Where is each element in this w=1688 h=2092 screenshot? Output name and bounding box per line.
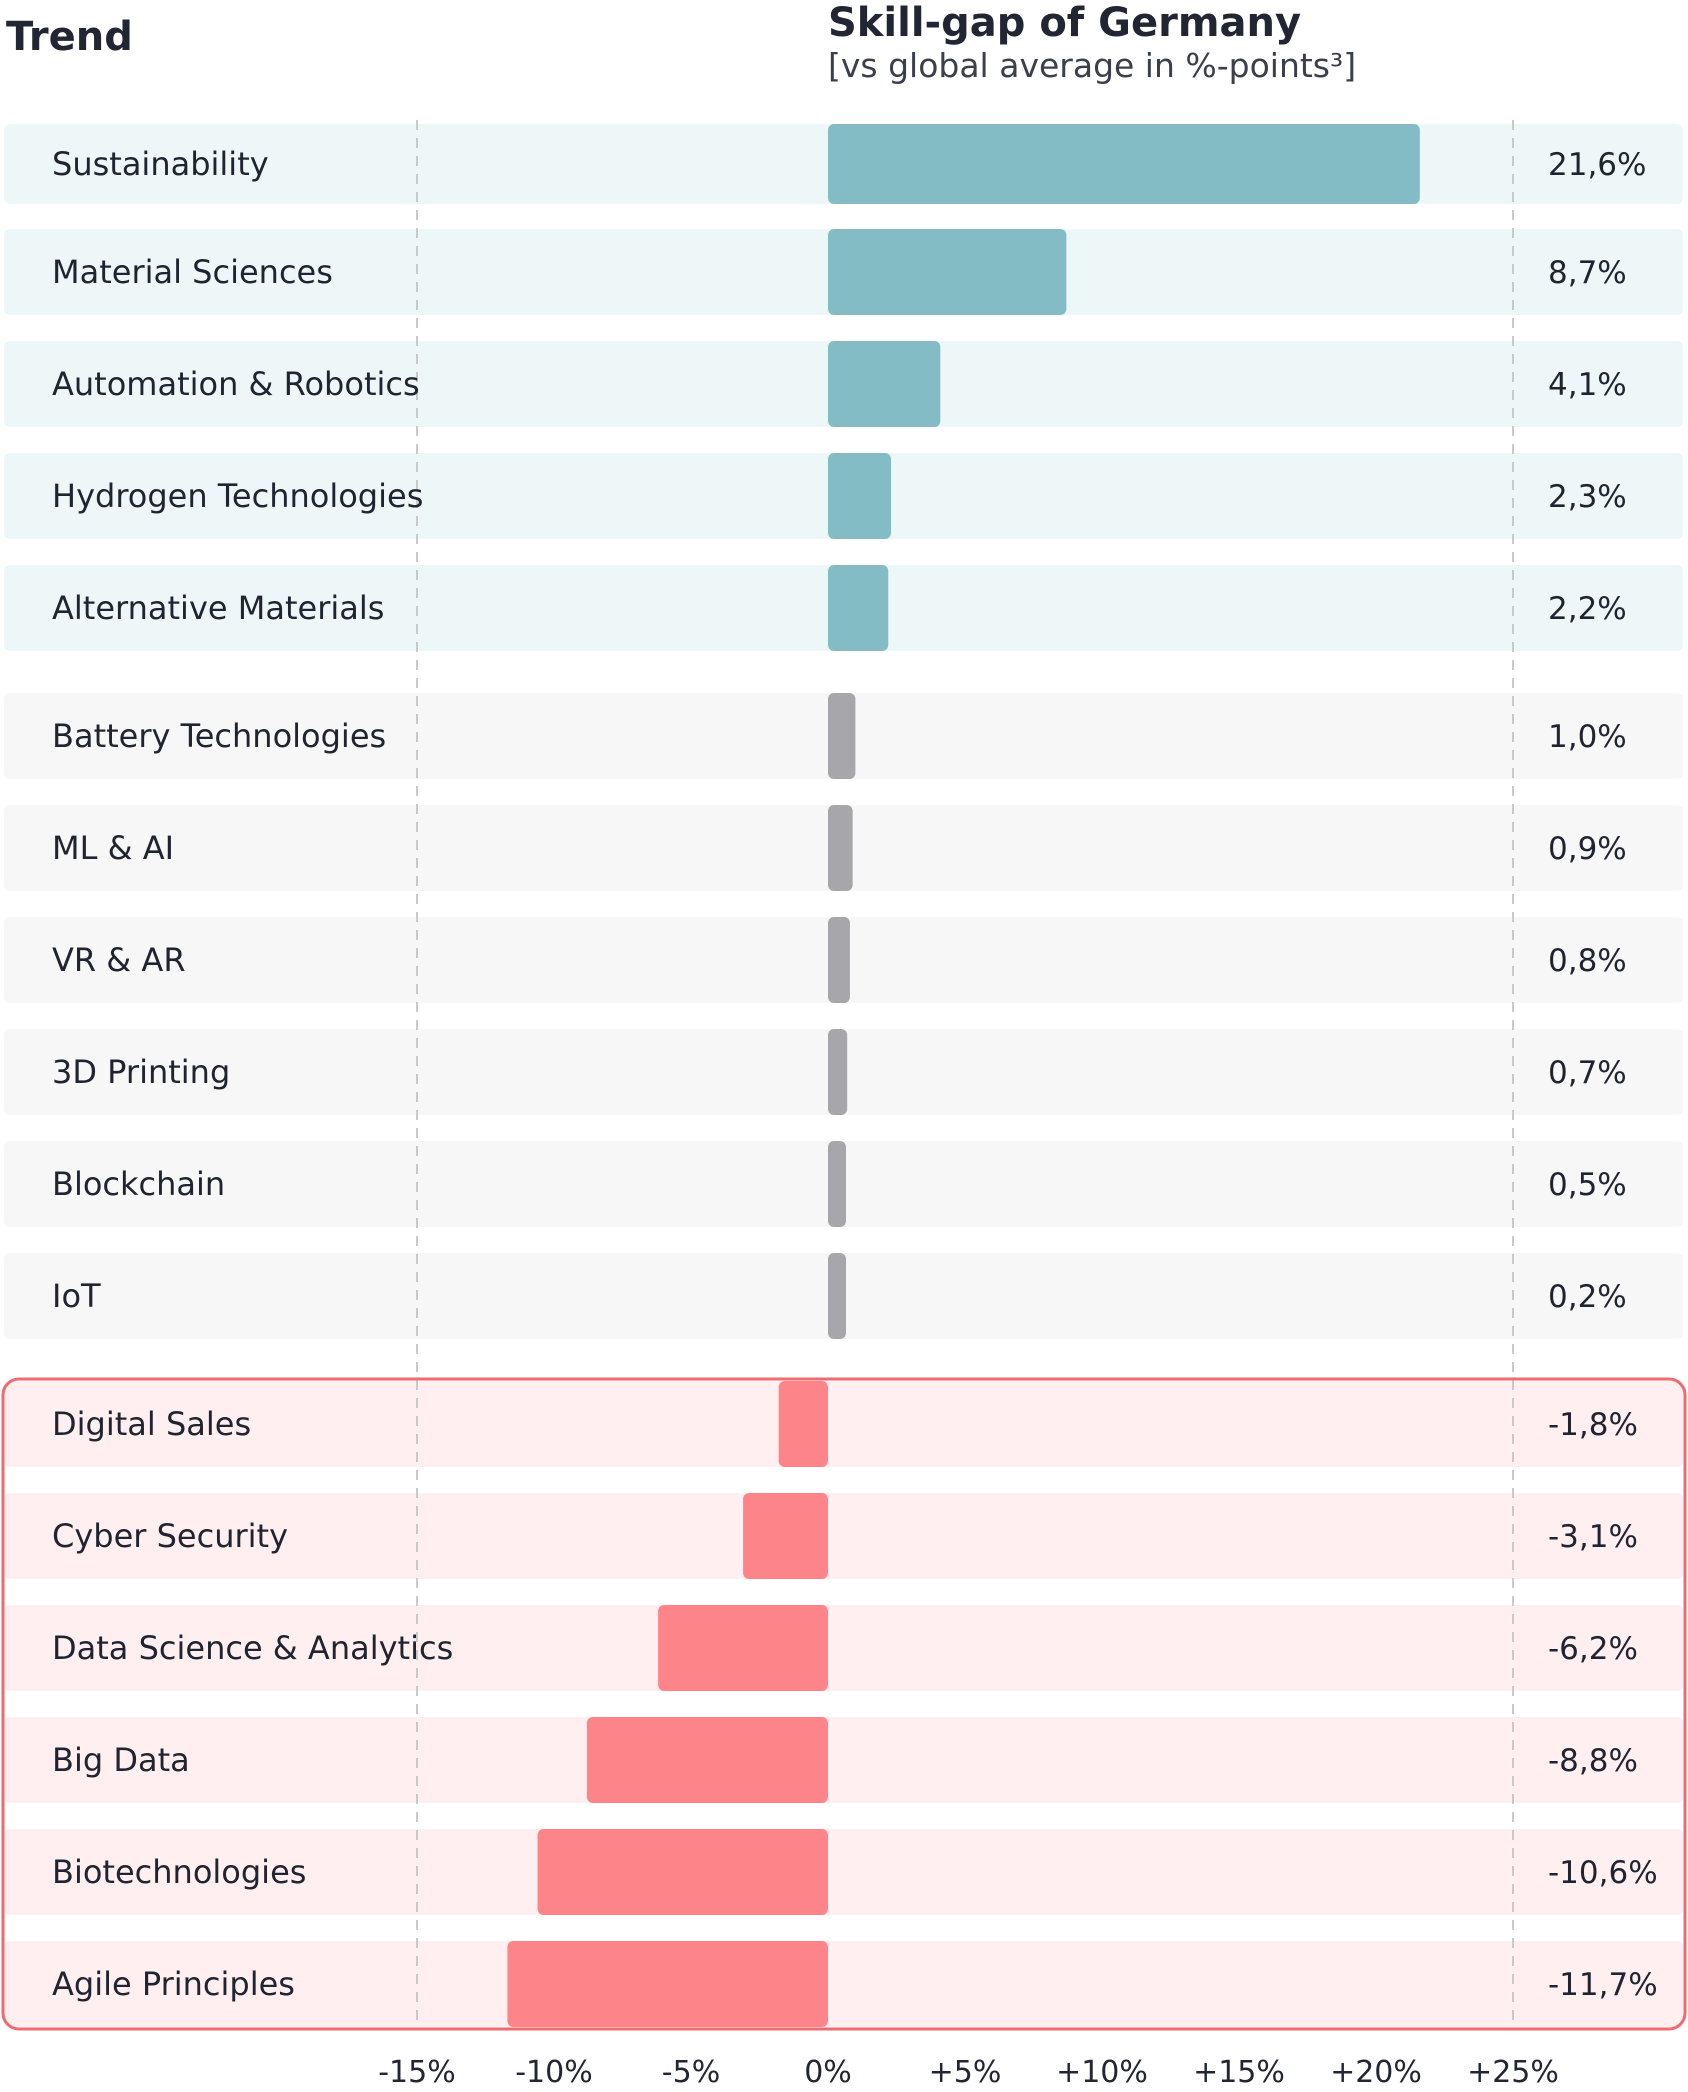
category-label: VR & AR (52, 941, 186, 979)
x-tick-label: +25% (1467, 2055, 1559, 2090)
category-label: IoT (52, 1277, 101, 1315)
bar (743, 1493, 828, 1579)
category-label: Sustainability (52, 145, 269, 183)
category-label: Automation & Robotics (52, 365, 420, 403)
value-label: -3,1% (1548, 1519, 1638, 1555)
bar (828, 124, 1420, 204)
bar (828, 565, 889, 651)
row-background (4, 1381, 1683, 1467)
value-label: 4,1% (1548, 367, 1627, 403)
bar (507, 1941, 828, 2027)
bar (828, 453, 892, 539)
x-tick-label: -15% (378, 2055, 456, 2090)
category-label: Alternative Materials (52, 589, 384, 627)
value-label: -6,2% (1548, 1631, 1638, 1667)
value-label: -11,7% (1548, 1967, 1658, 2003)
chart-subtitle: [vs global average in %-points³] (828, 46, 1357, 85)
bar (828, 693, 856, 779)
value-label: -1,8% (1548, 1407, 1638, 1443)
value-label: -8,8% (1548, 1743, 1638, 1779)
bar (778, 1381, 828, 1467)
value-label: 0,7% (1548, 1055, 1627, 1091)
category-label: Agile Principles (52, 1965, 295, 2003)
category-label: ML & AI (52, 829, 174, 867)
bars (507, 124, 1420, 2027)
bar (828, 1253, 846, 1339)
bar (828, 1141, 846, 1227)
bar (537, 1829, 828, 1915)
gridlines (416, 120, 1514, 2030)
value-label: 21,6% (1548, 147, 1646, 183)
value-label: 0,8% (1548, 943, 1627, 979)
x-axis-ticks: -15% -10% -5% 0% +5% +10% +15% +20% +25% (378, 2055, 1559, 2090)
x-tick-label: +5% (929, 2055, 1002, 2090)
value-label: 0,2% (1548, 1279, 1627, 1315)
category-label: Digital Sales (52, 1405, 251, 1443)
value-labels: 21,6% 8,7% 4,1% 2,3% 2,2% 1,0% 0,9% 0,8% 0,7% 0,5… (1548, 147, 1658, 2003)
value-label: 8,7% (1548, 255, 1627, 291)
row-background (4, 1493, 1683, 1579)
trend-column-header: Trend (6, 14, 133, 60)
row-background (4, 1829, 1683, 1915)
bar (828, 805, 853, 891)
category-label: Cyber Security (52, 1517, 288, 1555)
bar (828, 917, 850, 1003)
category-label: Big Data (52, 1741, 190, 1779)
bar (828, 341, 941, 427)
row-background (4, 1605, 1683, 1691)
bar (828, 229, 1067, 315)
row-background (4, 1941, 1683, 2027)
negative-group-highlight-box (1, 1377, 1687, 2031)
x-tick-label: +20% (1330, 2055, 1422, 2090)
x-tick-label: -10% (515, 2055, 593, 2090)
x-tick-label: 0% (804, 2055, 852, 2090)
x-tick-label: -5% (662, 2055, 720, 2090)
value-label: 0,9% (1548, 831, 1627, 867)
row-labels: Sustainability Material Sciences Automatio… (52, 145, 453, 2003)
category-label: Blockchain (52, 1165, 225, 1203)
row-background (4, 1717, 1683, 1803)
bar (828, 1029, 848, 1115)
value-label: 2,2% (1548, 591, 1627, 627)
category-label: Data Science & Analytics (52, 1629, 453, 1667)
bar (586, 1717, 828, 1803)
x-tick-label: +10% (1056, 2055, 1148, 2090)
value-label: -10,6% (1548, 1855, 1658, 1891)
value-label: 0,5% (1548, 1167, 1627, 1203)
value-label: 1,0% (1548, 719, 1627, 755)
x-tick-label: +15% (1193, 2055, 1285, 2090)
category-label: Biotechnologies (52, 1853, 306, 1891)
value-label: 2,3% (1548, 479, 1627, 515)
chart-title: Skill-gap of Germany (828, 0, 1302, 46)
bar (658, 1605, 828, 1691)
category-label: Material Sciences (52, 253, 333, 291)
category-label: 3D Printing (52, 1053, 230, 1091)
category-label: Hydrogen Technologies (52, 477, 423, 515)
category-label: Battery Technologies (52, 717, 386, 755)
